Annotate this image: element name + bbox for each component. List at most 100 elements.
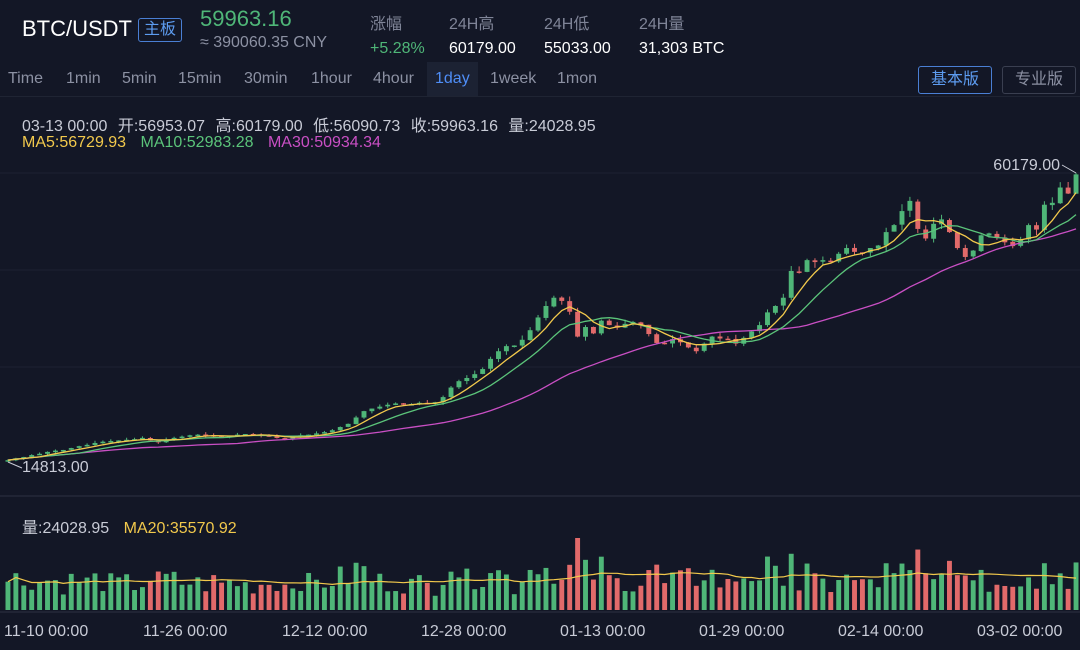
- candle-body: [772, 306, 778, 313]
- volume-bar: [1018, 586, 1024, 610]
- volume-bar: [796, 590, 802, 610]
- tab-1hour[interactable]: 1hour: [311, 70, 352, 87]
- candle-body: [496, 351, 501, 359]
- candle-body: [377, 406, 383, 409]
- tab-15min[interactable]: 15min: [178, 70, 222, 87]
- volume-bar: [535, 574, 541, 610]
- volume-bar: [132, 590, 137, 610]
- candle-body: [954, 232, 960, 249]
- info-date: 03-13 00:00: [22, 118, 108, 135]
- volume-bar: [575, 538, 581, 610]
- tab-5min[interactable]: 5min: [122, 70, 157, 87]
- volume-bar: [812, 573, 818, 610]
- candle-body: [29, 455, 35, 457]
- min-marker-line: [7, 461, 23, 469]
- candle-body: [717, 336, 723, 339]
- max-price-label: 60179.00: [993, 157, 1060, 174]
- volume-bar: [432, 595, 438, 610]
- candle-body: [931, 223, 937, 239]
- tab-1min[interactable]: 1min: [66, 70, 101, 87]
- volume-value: 量:24028.95: [22, 520, 110, 537]
- info-volume: 量:24028.95: [508, 118, 596, 135]
- volume-bar: [638, 585, 644, 610]
- pro-mode-button[interactable]: 专业版: [1002, 66, 1077, 94]
- info-low: 低:56090.73: [313, 118, 401, 135]
- candle-body: [84, 444, 90, 447]
- candle-body: [5, 460, 11, 462]
- volume-bar: [891, 573, 897, 610]
- candle-body: [638, 322, 644, 326]
- candle-body: [519, 339, 525, 346]
- candle-body: [52, 450, 58, 453]
- candle-body: [749, 331, 755, 338]
- candle-body: [345, 423, 351, 427]
- volume-bar: [947, 560, 952, 610]
- candle-body: [844, 248, 850, 254]
- tab-1week[interactable]: 1week: [490, 70, 537, 87]
- tab-30min[interactable]: 30min: [244, 70, 288, 87]
- volume-bar: [678, 570, 683, 610]
- volume-bar: [590, 579, 596, 610]
- x-tick-label: 11-10 00:00: [4, 623, 89, 640]
- volume-bar: [274, 590, 280, 610]
- volume-bar: [567, 564, 573, 610]
- tab-time[interactable]: Time: [8, 70, 43, 87]
- volume-bar: [13, 573, 19, 610]
- volume-bar: [250, 593, 256, 610]
- candle-body: [171, 437, 177, 440]
- candle-body: [670, 339, 675, 344]
- stat-high-label: 24H高: [449, 16, 495, 33]
- volume-bar: [29, 589, 35, 610]
- legend-ma30: MA30:50934.34: [267, 134, 381, 151]
- volume-bar: [337, 566, 343, 610]
- candle-body: [472, 374, 478, 378]
- volume-bar: [1041, 563, 1047, 610]
- volume-bar: [361, 566, 367, 610]
- volume-bar: [836, 580, 842, 610]
- stat-low-value: 55033.00: [544, 40, 611, 57]
- volume-bar: [290, 588, 296, 610]
- candle-body: [796, 271, 802, 273]
- candle-body: [1026, 225, 1032, 240]
- candle-body: [527, 330, 533, 341]
- candle-body: [646, 324, 652, 335]
- volume-bar: [717, 587, 723, 610]
- volume-bar: [456, 577, 462, 610]
- x-tick-label: 01-13 00:00: [560, 623, 646, 640]
- volume-bar: [480, 586, 486, 610]
- volume-bar: [155, 571, 161, 610]
- last-price: 59963.16: [200, 6, 292, 31]
- volume-bar: [448, 571, 454, 610]
- candle-body: [274, 436, 280, 438]
- volume-bar: [970, 580, 976, 610]
- candle-body: [1057, 187, 1063, 204]
- stat-volume-value: 31,303 BTC: [639, 40, 725, 57]
- ohlc-info: 03-13 00:00 开:56953.07 高:60179.00 低:5609…: [22, 112, 602, 136]
- candle-body: [543, 306, 549, 318]
- info-open: 开:56953.07: [117, 118, 206, 135]
- candle-body: [559, 297, 565, 301]
- volume-bar: [242, 582, 248, 610]
- tab-1day[interactable]: 1day: [427, 62, 478, 96]
- volume-bar: [867, 579, 873, 610]
- candle-body: [788, 270, 794, 298]
- volume-bar: [780, 585, 786, 610]
- legend-ma10: MA10:52983.28: [140, 134, 254, 151]
- stat-high-value: 60179.00: [449, 40, 516, 57]
- volume-bar: [353, 562, 359, 610]
- volume-bar: [219, 582, 225, 610]
- x-tick-label: 12-28 00:00: [421, 623, 507, 640]
- volume-bar: [76, 581, 82, 610]
- candle-body: [820, 260, 826, 262]
- stat-high: 24H高 60179.00: [449, 10, 516, 58]
- pair-title[interactable]: BTC/USDT: [22, 16, 132, 41]
- volume-bar: [1073, 562, 1079, 610]
- tab-1mon[interactable]: 1mon: [557, 70, 598, 87]
- candle-body: [701, 343, 707, 351]
- volume-bar: [875, 587, 881, 610]
- tab-4hour[interactable]: 4hour: [373, 70, 414, 87]
- stat-change-value: +5.28%: [370, 40, 425, 57]
- candle-body: [108, 441, 114, 443]
- basic-mode-button[interactable]: 基本版: [918, 66, 993, 94]
